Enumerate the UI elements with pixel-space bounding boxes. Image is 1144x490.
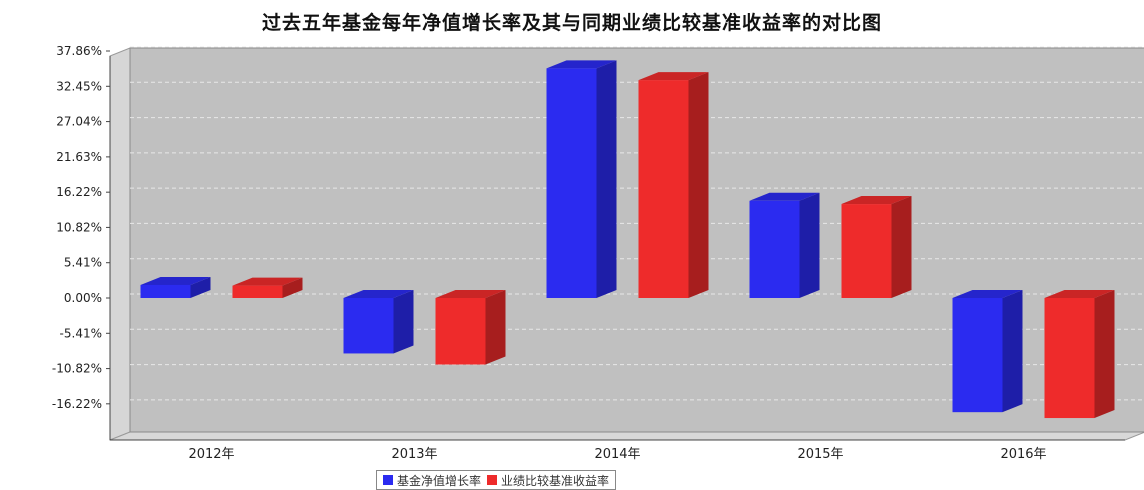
- x-tick-label: 2014年: [594, 447, 640, 462]
- bar-top: [140, 276, 211, 285]
- bar-side: [190, 276, 211, 298]
- bar-fund-2013: [343, 290, 414, 354]
- bar-side: [393, 290, 414, 354]
- y-tick-label: 10.82%: [56, 220, 102, 234]
- bar-front: [638, 80, 689, 298]
- bar-side: [485, 290, 506, 365]
- legend-item-fund: 基金净值增长率: [383, 472, 481, 489]
- bar-top: [232, 277, 303, 286]
- bar-fund-2012: [140, 276, 211, 298]
- x-tick-label: 2015年: [797, 447, 843, 462]
- legend-swatch: [487, 475, 498, 485]
- bar-front: [343, 298, 394, 354]
- bar-front: [1044, 298, 1095, 419]
- bar-top: [749, 192, 820, 201]
- bar-front: [841, 204, 892, 298]
- x-tick-label: 2012年: [188, 447, 234, 462]
- legend-swatch: [383, 475, 393, 485]
- y-tick-label: 27.04%: [56, 115, 102, 129]
- chart-title: 过去五年基金每年净值增长率及其与同期业绩比较基准收益率的对比图: [261, 12, 882, 34]
- bar-side: [688, 72, 709, 298]
- bar-fund-2016: [952, 290, 1023, 413]
- bar-top: [546, 60, 617, 69]
- bar-benchmark-2012: [232, 277, 303, 298]
- x-tick-label: 2013年: [391, 447, 437, 462]
- bar-top: [638, 72, 709, 81]
- bar-side: [891, 196, 912, 298]
- plot-left-wall: [109, 47, 131, 441]
- legend: 基金净值增长率 业绩比较基准收益率: [376, 470, 617, 490]
- bar-side: [1094, 290, 1115, 419]
- y-tick-label: 5.41%: [64, 256, 102, 270]
- y-tick-label: 21.63%: [56, 150, 102, 164]
- y-tick-label: -16.22%: [52, 397, 102, 411]
- bar-top: [435, 290, 506, 298]
- x-tick-label: 2016年: [1000, 447, 1046, 462]
- bar-front: [952, 298, 1003, 413]
- bar-front: [546, 68, 597, 298]
- bar-fund-2015: [749, 192, 820, 298]
- bar-benchmark-2015: [841, 196, 912, 298]
- bar-front: [140, 284, 191, 298]
- plot-floor: [109, 431, 1144, 441]
- bar-chart: 37.86% 32.45% 27.04% 21.63% 16.22% 10.82% 5.41…: [52, 44, 1144, 462]
- bar-front: [435, 298, 486, 365]
- bar-front: [749, 200, 800, 298]
- bar-front: [232, 285, 283, 298]
- y-tick-label: 37.86%: [56, 44, 102, 58]
- y-tick-label: 32.45%: [56, 79, 102, 93]
- bar-benchmark-2014: [638, 72, 709, 298]
- bar-top: [841, 196, 912, 205]
- y-tick-label: -10.82%: [52, 362, 102, 376]
- bar-benchmark-2016: [1044, 290, 1115, 419]
- bar-top: [1044, 290, 1115, 298]
- bar-side: [799, 192, 820, 298]
- legend-label: 业绩比较基准收益率: [501, 473, 610, 488]
- legend-item-benchmark: 业绩比较基准收益率: [487, 472, 609, 489]
- bar-side: [282, 277, 303, 298]
- y-tick-label: 0.00%: [64, 291, 102, 305]
- bar-fund-2014: [546, 60, 617, 298]
- y-tick-label: 16.22%: [56, 185, 102, 199]
- bar-benchmark-2013: [435, 290, 506, 365]
- bar-top: [952, 290, 1023, 298]
- bar-side: [596, 60, 617, 298]
- legend-label: 基金净值增长率: [397, 473, 482, 488]
- bar-side: [1002, 290, 1023, 413]
- y-tick-label: -5.41%: [60, 326, 102, 340]
- bar-top: [343, 290, 414, 298]
